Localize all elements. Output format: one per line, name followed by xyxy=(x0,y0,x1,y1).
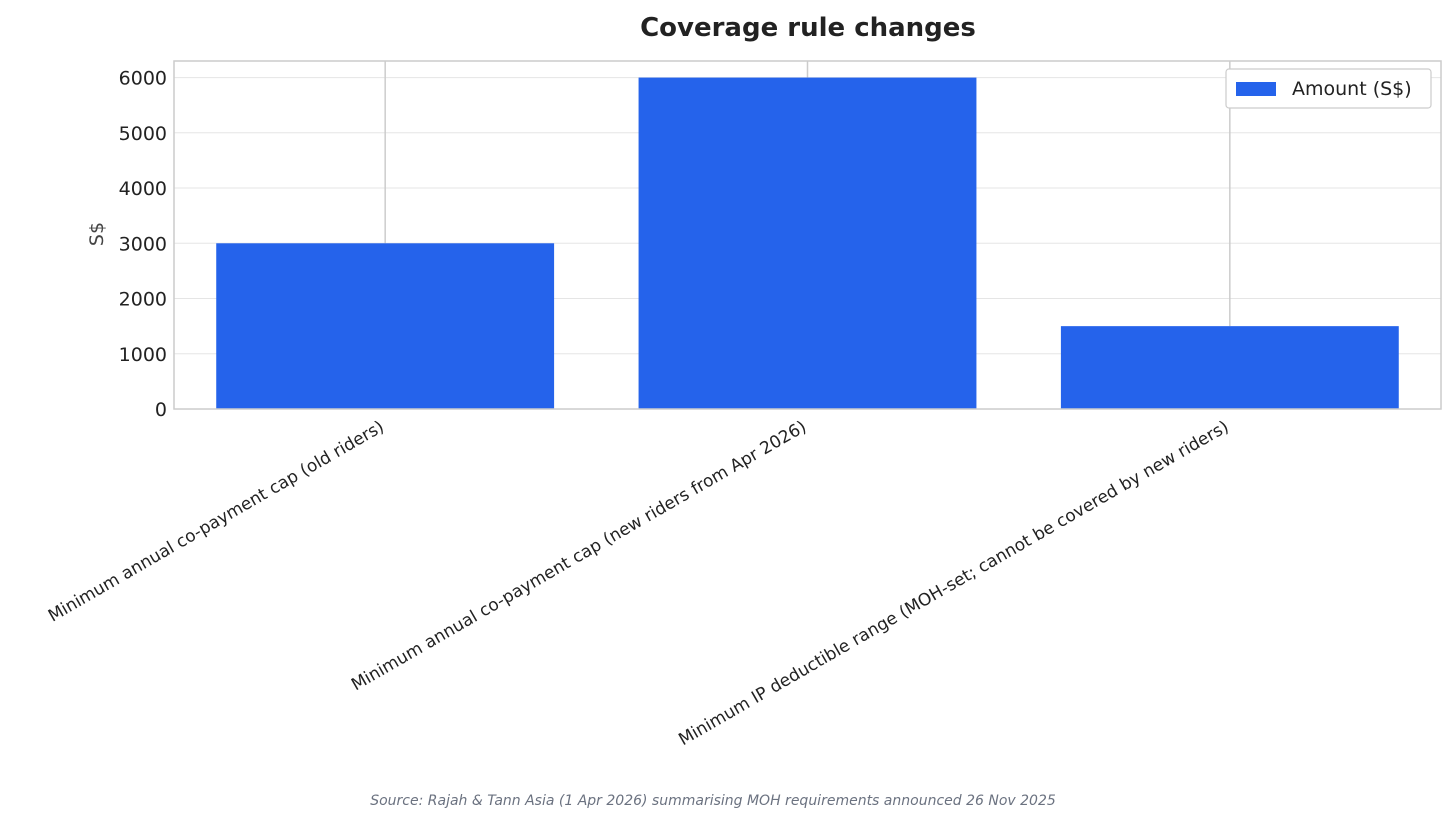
source-note: Source: Rajah & Tann Asia (1 Apr 2026) s… xyxy=(370,793,1056,809)
bar-3 xyxy=(1060,326,1399,409)
y-tick-label: 3000 xyxy=(119,233,167,255)
y-tick-label: 4000 xyxy=(119,178,167,200)
chart-legend: Amount (S$) xyxy=(1225,68,1432,109)
legend-swatch xyxy=(1236,82,1276,96)
bars xyxy=(216,77,1399,410)
y-tick-label: 5000 xyxy=(119,123,167,145)
x-axis-ticks: Minimum annual co-payment cap (old rider… xyxy=(45,417,1232,750)
y-tick-label: 0 xyxy=(155,399,167,421)
bar-1 xyxy=(216,243,555,409)
plot-frame xyxy=(173,60,1442,410)
x-tick-label: Minimum annual co-payment cap (new rider… xyxy=(348,417,810,695)
y-axis-ticks: 0 1000 2000 3000 4000 5000 6000 xyxy=(119,68,167,421)
bar-2 xyxy=(638,77,977,410)
chart-title: Coverage rule changes xyxy=(640,13,976,43)
y-axis-label: S$ xyxy=(86,222,108,246)
x-tick-label: Minimum IP deductible range (MOH-set; ca… xyxy=(675,417,1232,750)
legend-label: Amount (S$) xyxy=(1292,78,1412,100)
x-tick-label: Minimum annual co-payment cap (old rider… xyxy=(45,417,388,626)
legend-box xyxy=(1225,68,1432,109)
y-tick-label: 2000 xyxy=(119,289,167,311)
y-tick-label: 1000 xyxy=(119,344,167,366)
y-tick-label: 6000 xyxy=(119,68,167,90)
